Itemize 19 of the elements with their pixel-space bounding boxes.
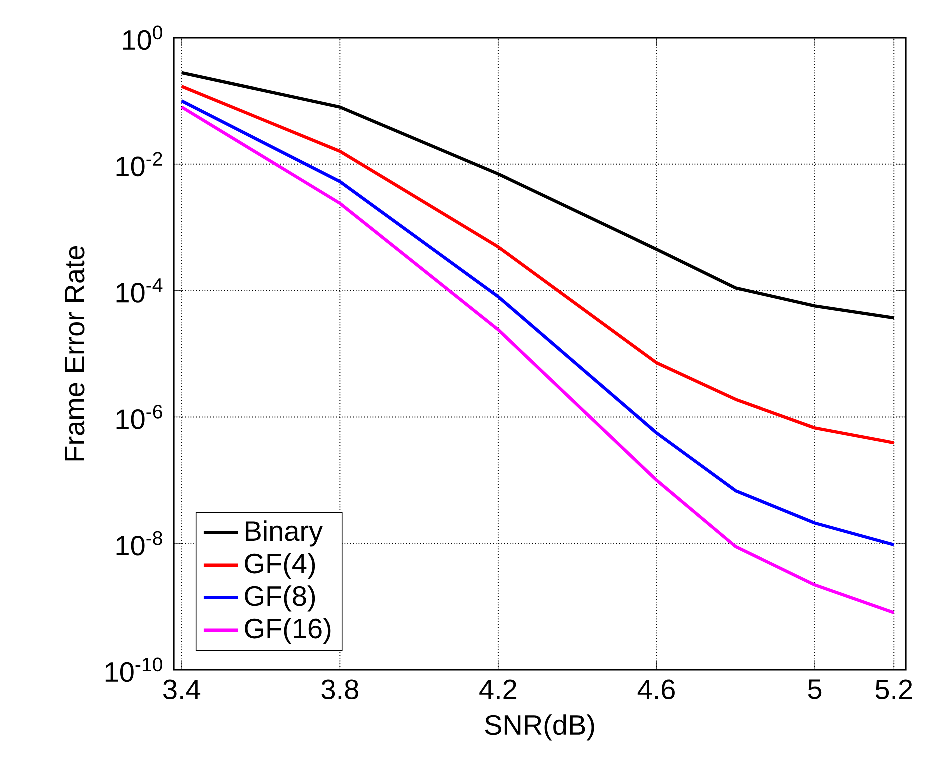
y-tick-label: 10$^{0}$ — [123, 26, 162, 50]
y-tick-label: 10$^{-2}$ — [116, 152, 162, 177]
x-tick-label: 5 — [808, 680, 822, 700]
y-axis-title: Frame Error Rate — [65, 246, 85, 461]
legend-label: GF(8) — [245, 586, 316, 612]
x-tick-label: 5.2 — [876, 680, 912, 700]
legend-label: Binary — [246, 520, 324, 547]
legend-label: GF(16) — [245, 618, 331, 644]
x-axis-title: SNR(dB) — [485, 714, 594, 741]
y-tick-label: 10$^{-8}$ — [116, 531, 162, 556]
y-tick-label: 10$^{-6}$ — [116, 405, 162, 430]
x-tick-label: 4.6 — [638, 680, 675, 700]
x-tick-label: 3.4 — [164, 680, 201, 700]
x-tick-label: 3.8 — [322, 680, 358, 700]
x-tick-label: 4.2 — [480, 680, 517, 700]
legend-label: GF(4) — [245, 553, 316, 580]
line-series — [180, 85, 896, 445]
y-tick-label: 10$^{-10}$ — [106, 658, 162, 682]
y-tick-label: 10$^{-4}$ — [116, 278, 163, 303]
